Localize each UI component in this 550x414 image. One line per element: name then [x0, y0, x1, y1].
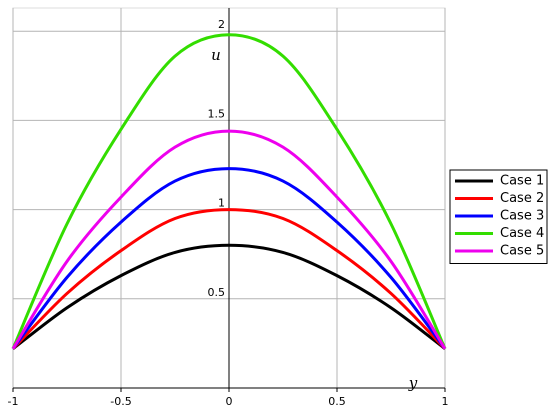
series-line: [11, 167, 447, 350]
y-tick-label: 2: [218, 18, 225, 31]
legend-label: Case 3: [500, 209, 544, 224]
x-axis-label: y: [408, 374, 418, 392]
x-tick-label: -0.5: [110, 395, 131, 408]
y-axis-label: u: [211, 46, 221, 64]
legend-label: Case 1: [500, 174, 544, 189]
x-tick-label: 0.5: [328, 395, 346, 408]
plot: [11, 33, 447, 350]
series-line: [11, 208, 447, 350]
legend: Case 1 Case 2 Case 3 Case 4 Case 5: [449, 169, 548, 264]
grid: [12, 7, 446, 392]
x-tick-label: 1: [442, 395, 449, 408]
legend-label: Case 5: [500, 244, 544, 259]
y-tick-label: 0.5: [208, 286, 226, 299]
series-line: [11, 129, 447, 350]
series-line: [11, 33, 447, 350]
series-line: [12, 243, 446, 350]
legend-label: Case 2: [500, 191, 544, 206]
y-tick-label: 1: [218, 197, 225, 210]
x-tick-label: 0: [226, 395, 233, 408]
y-tick-label: 1.5: [208, 107, 226, 120]
legend-label: Case 4: [500, 226, 544, 241]
x-tick-label: -1: [8, 395, 19, 408]
